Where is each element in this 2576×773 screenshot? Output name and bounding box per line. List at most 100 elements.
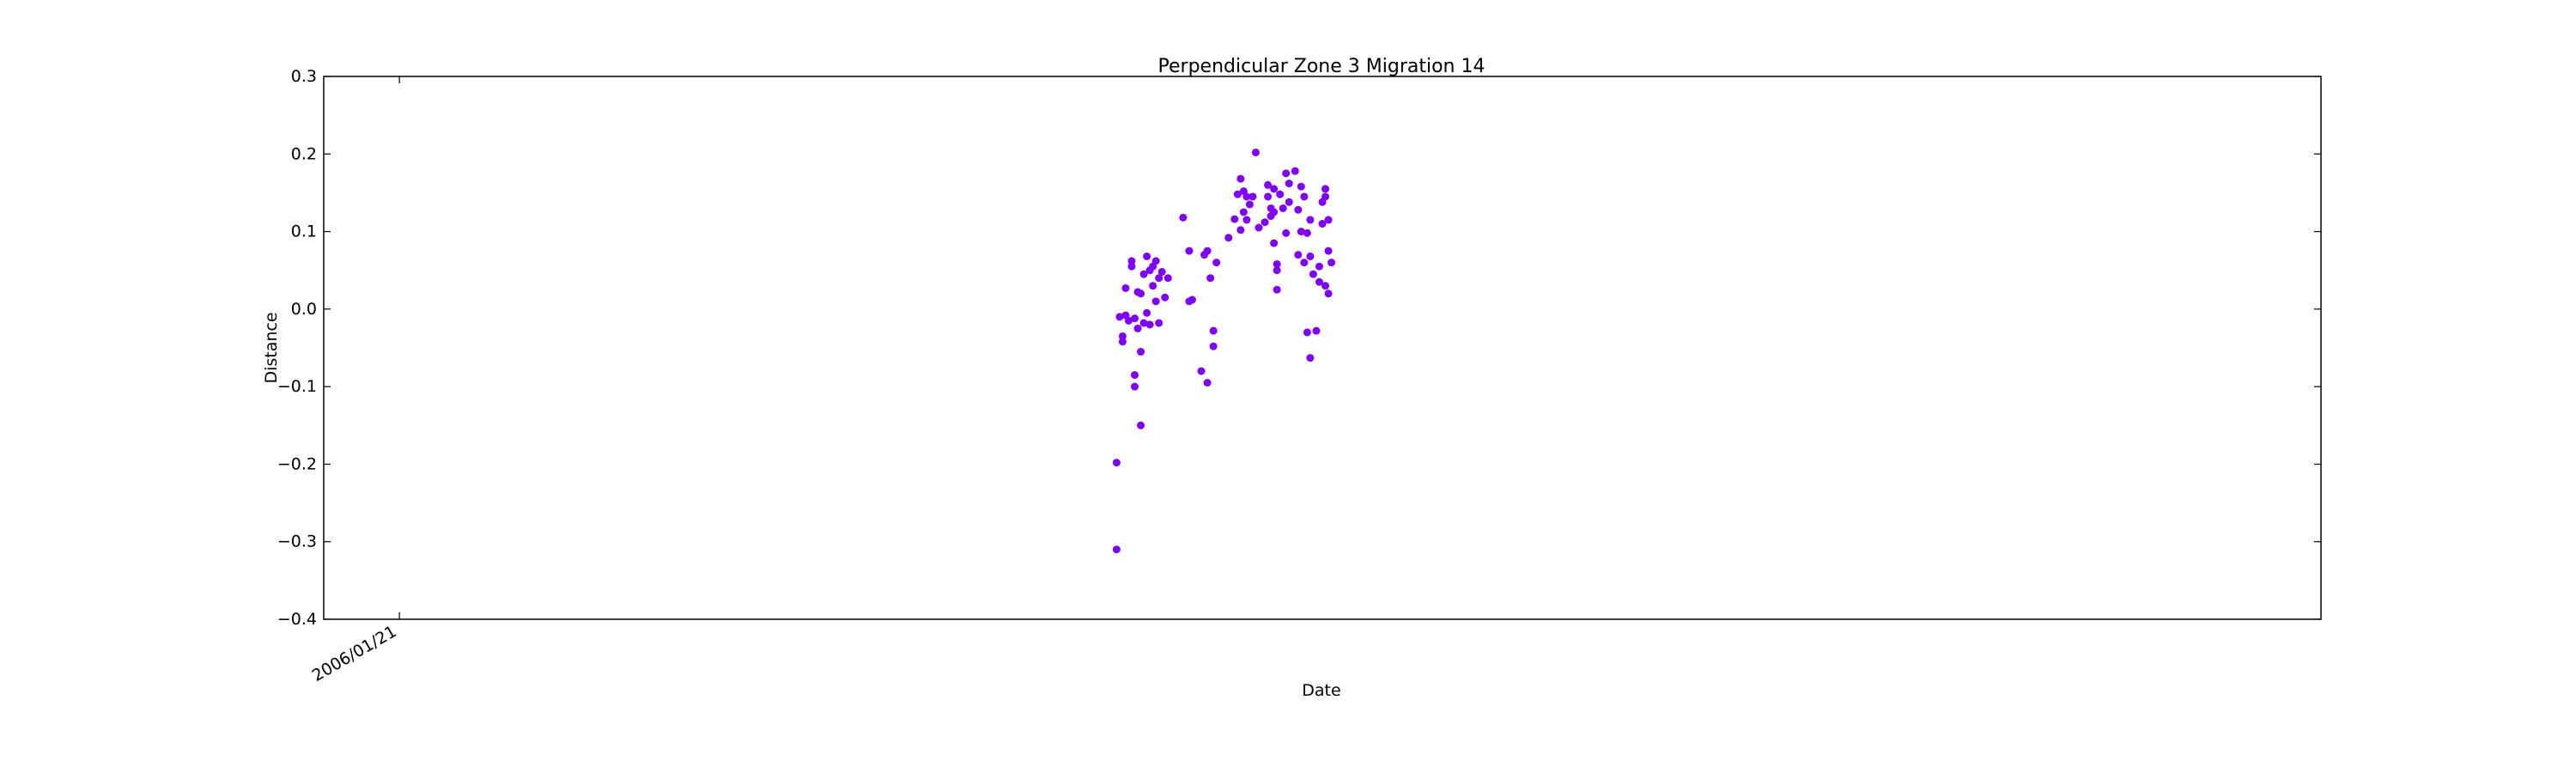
data-point [1133,324,1142,332]
data-point [1255,223,1263,232]
data-point [1130,371,1139,380]
data-point [1245,200,1254,209]
data-point [1285,180,1293,188]
data-point [1203,379,1212,387]
data-point [1306,252,1315,260]
y-tick-label: −0.2 [277,454,317,473]
data-point [1324,216,1333,224]
data-point [1233,190,1242,198]
data-point [1151,297,1160,306]
data-point [1143,308,1151,317]
data-point [1297,228,1305,236]
data-point [1118,332,1127,340]
data-point [1309,270,1317,278]
data-point [1282,169,1291,178]
data-point [1279,204,1287,212]
data-point [1273,285,1281,294]
y-tick-label: 0.2 [291,144,317,163]
data-point [1273,266,1281,275]
data-point [1236,226,1245,234]
data-point [1236,174,1245,183]
data-point [1249,192,1257,201]
y-tick-label: −0.3 [277,533,317,551]
data-point [1224,234,1233,242]
x-axis-label: Date [1302,681,1340,700]
data-point [1155,319,1163,327]
data-point [1115,313,1124,321]
data-point [1242,216,1251,224]
data-point [1112,545,1121,554]
data-point [1130,382,1139,391]
data-point [1306,216,1315,224]
chart-title: Perpendicular Zone 3 Migration 14 [1158,56,1485,77]
data-point [1121,283,1130,292]
data-point [1294,205,1303,214]
data-point [1139,270,1148,278]
data-point [1203,247,1212,255]
data-point [1318,220,1327,228]
data-point [1209,326,1218,335]
data-point [1212,259,1221,267]
data-point [1327,259,1336,267]
y-tick-label: 0.1 [291,222,317,241]
data-point [1127,257,1136,265]
data-point [1324,247,1333,255]
data-point [1270,185,1279,193]
data-point [1294,251,1303,259]
data-point [1276,190,1285,198]
data-point [1230,215,1239,223]
y-tick-label: 0.0 [291,300,317,319]
x-tick-label: 2006/01/21 [309,622,400,685]
data-point [1137,289,1145,298]
data-point [1315,277,1323,286]
data-point [1303,328,1311,337]
data-point [1127,262,1136,271]
data-point [1149,282,1157,290]
data-point [1239,208,1248,216]
data-point [1303,228,1311,237]
data-point [1321,192,1330,201]
data-point [1206,274,1215,283]
data-point [1291,167,1299,175]
data-point [1185,247,1194,255]
data-point [1188,295,1196,304]
data-point [1157,268,1166,277]
data-point [1312,326,1321,335]
data-point [1112,459,1121,467]
data-point [1270,208,1279,216]
data-point [1197,367,1206,375]
x-axis: 2006/01/21 [309,76,400,685]
data-point [1282,228,1291,237]
data-point [1209,342,1218,350]
data-point [1137,421,1145,429]
data-point [1145,320,1154,329]
data-point [1273,259,1281,268]
data-point [1264,180,1273,189]
data-point [1151,257,1160,265]
y-tick-label: −0.1 [277,377,317,396]
data-point [1285,198,1293,206]
y-axis-label: Distance [262,312,281,383]
data-point [1261,218,1269,227]
data-point [1251,148,1260,156]
data-point [1179,213,1188,222]
data-point [1143,252,1151,260]
data-point [1321,282,1330,290]
data-point [1139,319,1148,327]
data-point [1270,239,1279,247]
data-point [1315,262,1323,271]
data-point [1242,192,1251,201]
data-point [1155,274,1163,283]
data-point [1321,185,1330,193]
data-point [1118,338,1127,346]
data-points [1112,148,1336,554]
y-tick-label: 0.3 [291,67,317,86]
data-point [1264,192,1273,201]
data-point [1306,354,1315,362]
data-point [1161,293,1170,301]
data-point [1163,274,1172,283]
data-point [1124,316,1133,325]
data-point [1297,182,1305,191]
data-point [1300,259,1309,267]
